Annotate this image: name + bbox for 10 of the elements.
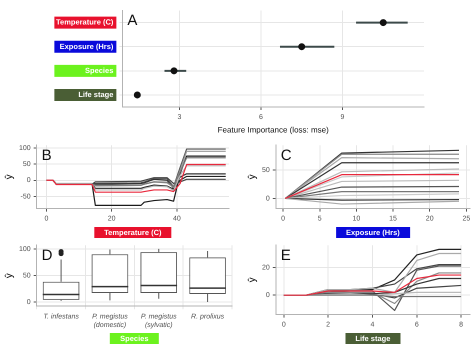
y-axis-title: ŷ [4, 174, 15, 180]
y-axis-title: ŷ [4, 273, 15, 278]
y-axis-title: ŷ [246, 174, 258, 180]
annotation: B [42, 146, 52, 164]
annotation: C [280, 146, 292, 164]
annotation: D [42, 246, 53, 264]
annotation: E [280, 246, 291, 264]
x-axis-title: Feature Importance (loss: mse) [218, 125, 330, 134]
y-axis-title: ŷ [246, 277, 258, 282]
annotation: A [127, 12, 138, 30]
